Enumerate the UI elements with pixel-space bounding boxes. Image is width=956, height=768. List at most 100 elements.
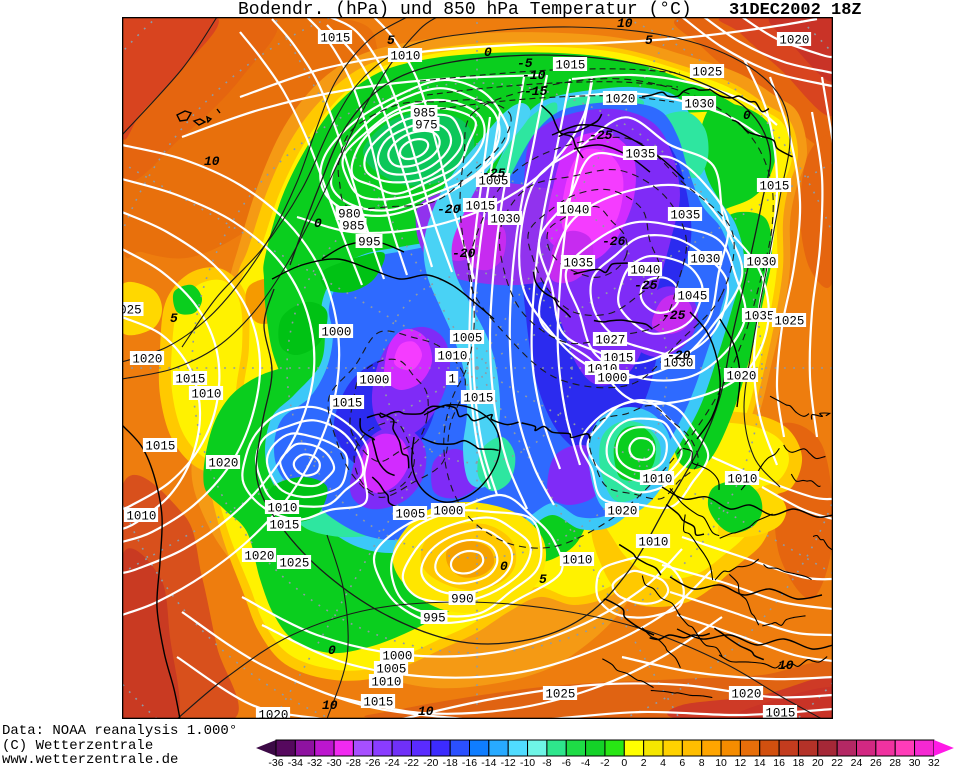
svg-text:1010: 1010 <box>437 349 467 363</box>
svg-text:1015: 1015 <box>759 179 789 193</box>
svg-text:1005: 1005 <box>376 662 406 676</box>
svg-text:1045: 1045 <box>677 289 707 303</box>
svg-text:-10: -10 <box>522 68 546 83</box>
svg-text:1020: 1020 <box>258 708 288 719</box>
svg-text:-25: -25 <box>482 166 506 181</box>
svg-text:1015: 1015 <box>145 439 175 453</box>
svg-text:26: 26 <box>870 757 882 768</box>
svg-text:-8: -8 <box>542 757 551 768</box>
svg-text:5: 5 <box>539 572 547 587</box>
svg-text:1025: 1025 <box>774 314 804 328</box>
svg-text:1035: 1035 <box>670 208 700 222</box>
svg-text:1010: 1010 <box>390 49 420 63</box>
svg-text:985: 985 <box>342 219 365 233</box>
svg-text:32: 32 <box>928 757 940 768</box>
svg-text:1005: 1005 <box>452 331 482 345</box>
svg-text:10: 10 <box>617 17 633 31</box>
svg-text:1015: 1015 <box>269 518 299 532</box>
svg-text:1040: 1040 <box>630 263 660 277</box>
svg-text:28: 28 <box>889 757 901 768</box>
svg-text:-20: -20 <box>667 348 691 363</box>
svg-text:-15: -15 <box>524 84 548 99</box>
svg-text:10: 10 <box>204 154 220 169</box>
svg-text:-34: -34 <box>288 757 303 768</box>
svg-text:-2: -2 <box>600 757 609 768</box>
svg-text:995: 995 <box>358 235 381 249</box>
svg-text:1020: 1020 <box>779 33 809 47</box>
svg-text:-20: -20 <box>423 757 438 768</box>
svg-text:-24: -24 <box>385 757 400 768</box>
svg-text:18: 18 <box>793 757 805 768</box>
svg-text:12: 12 <box>735 757 747 768</box>
svg-text:1035: 1035 <box>625 147 655 161</box>
svg-text:0: 0 <box>621 757 627 768</box>
svg-text:-14: -14 <box>481 757 496 768</box>
svg-text:1030: 1030 <box>490 212 520 226</box>
svg-text:1000: 1000 <box>321 325 351 339</box>
svg-text:1020: 1020 <box>132 352 162 366</box>
svg-text:-32: -32 <box>307 757 322 768</box>
svg-text:1: 1 <box>448 372 456 386</box>
svg-text:975: 975 <box>415 118 438 132</box>
svg-text:1010: 1010 <box>191 387 221 401</box>
svg-text:-4: -4 <box>581 757 590 768</box>
svg-text:1030: 1030 <box>690 252 720 266</box>
svg-text:1005: 1005 <box>395 507 425 521</box>
svg-text:-20: -20 <box>437 202 461 217</box>
svg-text:-25: -25 <box>634 278 658 293</box>
svg-text:1035: 1035 <box>563 256 593 270</box>
svg-text:1020: 1020 <box>731 687 761 701</box>
svg-text:990: 990 <box>451 592 474 606</box>
svg-text:1025: 1025 <box>545 687 575 701</box>
svg-text:0: 0 <box>328 643 336 658</box>
svg-text:1010: 1010 <box>642 472 672 486</box>
svg-text:1000: 1000 <box>597 371 627 385</box>
svg-text:-36: -36 <box>268 757 283 768</box>
svg-text:1020: 1020 <box>726 369 756 383</box>
svg-text:1020: 1020 <box>607 504 637 518</box>
svg-text:5: 5 <box>645 33 653 48</box>
svg-text:1000: 1000 <box>382 649 412 663</box>
svg-text:0: 0 <box>500 559 508 574</box>
svg-text:-28: -28 <box>346 757 361 768</box>
svg-text:1010: 1010 <box>562 553 592 567</box>
svg-text:1010: 1010 <box>126 509 156 523</box>
svg-text:1030: 1030 <box>684 97 714 111</box>
svg-text:980: 980 <box>338 207 361 221</box>
svg-text:-26: -26 <box>365 757 380 768</box>
svg-text:2: 2 <box>641 757 647 768</box>
svg-text:1015: 1015 <box>320 31 350 45</box>
svg-text:-5: -5 <box>517 56 533 71</box>
svg-text:24: 24 <box>851 757 863 768</box>
svg-text:16: 16 <box>773 757 785 768</box>
svg-text:1015: 1015 <box>463 391 493 405</box>
svg-text:20: 20 <box>812 757 824 768</box>
svg-text:1015: 1015 <box>555 58 585 72</box>
svg-text:1015: 1015 <box>765 706 795 719</box>
svg-text:5: 5 <box>170 311 178 326</box>
svg-text:6: 6 <box>679 757 685 768</box>
svg-text:1020: 1020 <box>244 549 274 563</box>
svg-text:-20: -20 <box>452 246 476 261</box>
svg-text:1010: 1010 <box>638 535 668 549</box>
svg-text:995: 995 <box>423 611 446 625</box>
svg-text:1040: 1040 <box>559 203 589 217</box>
svg-text:-18: -18 <box>443 757 458 768</box>
svg-text:10: 10 <box>715 757 727 768</box>
svg-text:1000: 1000 <box>359 373 389 387</box>
svg-text:10: 10 <box>322 698 338 713</box>
svg-text:8: 8 <box>699 757 705 768</box>
svg-text:-26: -26 <box>602 234 626 249</box>
svg-text:-16: -16 <box>462 757 477 768</box>
svg-text:1010: 1010 <box>371 675 401 689</box>
svg-text:22: 22 <box>831 757 843 768</box>
svg-text:1035: 1035 <box>744 309 774 323</box>
svg-text:-30: -30 <box>326 757 341 768</box>
svg-text:1015: 1015 <box>175 372 205 386</box>
svg-text:-12: -12 <box>501 757 516 768</box>
svg-text:30: 30 <box>909 757 921 768</box>
svg-text:1015: 1015 <box>363 695 393 709</box>
svg-text:0: 0 <box>743 108 751 123</box>
svg-text:1025: 1025 <box>279 556 309 570</box>
svg-text:4: 4 <box>660 757 666 768</box>
